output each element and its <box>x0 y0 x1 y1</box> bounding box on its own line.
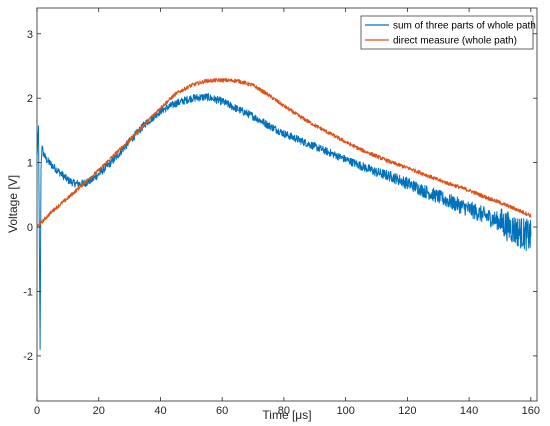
series-line-1 <box>36 78 532 228</box>
x-tick-label: 120 <box>398 405 416 417</box>
x-tick-label: 0 <box>34 405 40 417</box>
data-layer <box>36 78 532 350</box>
y-tick-label: 3 <box>27 29 33 41</box>
y-tick-label: 2 <box>27 93 33 105</box>
tick-layer: 0 20 40 60 80 100 120 140 160 -2 -1 0 1 2 3 <box>23 8 540 417</box>
x-tick-label: 40 <box>154 405 166 417</box>
x-tick-label: 160 <box>522 405 540 417</box>
x-tick-label: 60 <box>216 405 228 417</box>
y-tick-label: 1 <box>27 158 33 170</box>
y-axis-label: Voltage [V] <box>6 175 20 233</box>
y-tick-label: -1 <box>23 286 33 298</box>
legend: sum of three parts of whole path direct … <box>360 15 536 50</box>
x-tick-label: 20 <box>93 405 105 417</box>
x-tick-label: 140 <box>460 405 478 417</box>
x-axis-label: Time [μs] <box>262 408 311 422</box>
series-line-0 <box>36 93 532 350</box>
legend-box <box>360 15 534 50</box>
y-tick-label: -2 <box>23 351 33 363</box>
y-tick-label: 0 <box>27 222 33 234</box>
legend-label-sum: sum of three parts of whole path <box>393 21 536 32</box>
legend-label-direct: direct measure (whole path) <box>393 36 517 47</box>
x-tick-label: 80 <box>278 405 290 417</box>
x-tick-label: 100 <box>336 405 354 417</box>
